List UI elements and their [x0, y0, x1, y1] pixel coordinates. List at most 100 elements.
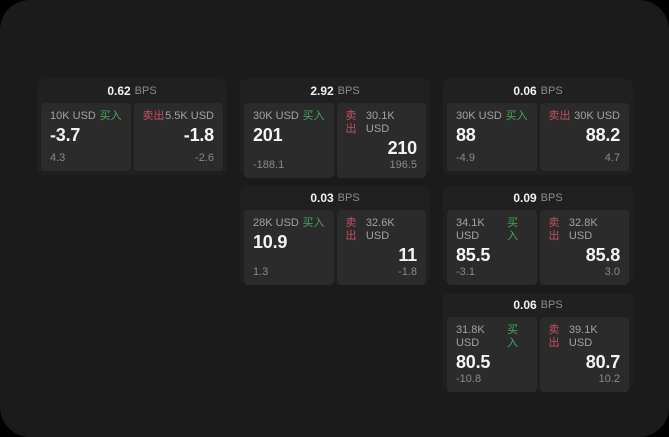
buy-side-label: 买入	[302, 217, 325, 229]
sell-sub-value: 4.7	[604, 152, 620, 164]
sell-price: 210	[387, 138, 418, 158]
bps-unit-label: BPS	[540, 85, 563, 97]
bps-value: 2.92	[310, 84, 334, 98]
buy-sub-value: -188.1	[253, 159, 285, 171]
sell-panel-header: 卖出 39.1K USD	[549, 324, 621, 350]
bps-value: 0.06	[513, 298, 537, 312]
sell-quote-panel[interactable]: 卖出 39.1K USD 80.7 10.2	[539, 317, 629, 392]
buy-side-label: 买入	[505, 110, 528, 122]
sell-amount: 39.1K USD	[568, 324, 598, 349]
sell-quote-panel[interactable]: 卖出 32.6K USD 11 -1.8	[336, 210, 426, 285]
buy-sub-value: -3.1	[456, 266, 475, 278]
bps-unit-label: BPS	[337, 192, 360, 204]
quote-panels: 34.1K USD 买入 85.5 -3.1 卖出 32.8K USD 85.8…	[443, 210, 633, 289]
sell-price: 85.8	[585, 245, 620, 265]
sell-quote-panel[interactable]: 卖出 5.5K USD -1.8 -2.6	[133, 103, 223, 171]
buy-amount: 34.1K USD	[456, 217, 485, 242]
sell-quote-panel[interactable]: 卖出 30.1K USD 210 196.5	[336, 103, 426, 178]
quote-panels: 30K USD 买入 201 -188.1 卖出 30.1K USD 210 1…	[240, 103, 430, 182]
sell-sub-value: -1.8	[398, 266, 417, 278]
buy-quote-panel[interactable]: 28K USD 买入 10.9 1.3	[244, 210, 334, 285]
quote-card: 0.62 BPS 10K USD 买入 -3.7 4.3 卖出 5.5K USD…	[37, 79, 227, 175]
bps-value: 0.03	[310, 191, 334, 205]
buy-amount: 30K USD	[456, 110, 502, 122]
buy-panel-header: 34.1K USD 买入	[456, 217, 528, 243]
buy-side-label: 买入	[507, 217, 519, 242]
sell-sub-value: 3.0	[604, 266, 620, 278]
sell-price: 88.2	[585, 125, 620, 145]
sell-price: -1.8	[183, 125, 214, 145]
sell-panel-header: 卖出 30.1K USD	[346, 110, 418, 136]
bps-unit-label: BPS	[134, 85, 157, 97]
quote-card: 0.09 BPS 34.1K USD 买入 85.5 -3.1 卖出 32.8K…	[443, 186, 633, 285]
sell-side-label: 卖出	[142, 110, 165, 122]
buy-panel-header: 30K USD 买入	[253, 110, 325, 123]
sell-side-label: 卖出	[548, 110, 571, 122]
buy-amount: 30K USD	[253, 110, 299, 122]
bps-header: 2.92 BPS	[240, 79, 430, 103]
sell-amount: 32.8K USD	[568, 217, 598, 242]
sell-price: 11	[398, 245, 417, 265]
sell-panel-header: 卖出 30K USD	[549, 110, 621, 123]
buy-side-label: 买入	[507, 324, 519, 349]
buy-price: 88	[456, 125, 476, 145]
bps-header: 0.09 BPS	[443, 186, 633, 210]
bps-header: 0.06 BPS	[443, 293, 633, 317]
sell-amount: 30K USD	[574, 110, 620, 122]
sell-side-label: 卖出	[345, 217, 357, 242]
buy-price: 201	[253, 125, 283, 145]
bps-unit-label: BPS	[540, 299, 563, 311]
buy-panel-header: 28K USD 买入	[253, 217, 325, 230]
buy-quote-panel[interactable]: 34.1K USD 买入 85.5 -3.1	[447, 210, 537, 285]
buy-sub-value: -4.9	[456, 152, 475, 164]
quote-panels: 30K USD 买入 88 -4.9 卖出 30K USD 88.2 4.7	[443, 103, 633, 175]
buy-panel-header: 10K USD 买入	[50, 110, 122, 123]
buy-price: 85.5	[456, 245, 491, 265]
sell-panel-header: 卖出 32.8K USD	[549, 217, 621, 243]
buy-quote-panel[interactable]: 31.8K USD 买入 80.5 -10.8	[447, 317, 537, 392]
buy-quote-panel[interactable]: 10K USD 买入 -3.7 4.3	[41, 103, 131, 171]
buy-price: 80.5	[456, 352, 491, 372]
buy-side-label: 买入	[99, 110, 122, 122]
sell-amount: 5.5K USD	[165, 110, 214, 122]
quote-panels: 10K USD 买入 -3.7 4.3 卖出 5.5K USD -1.8 -2.…	[37, 103, 227, 175]
sell-amount: 32.6K USD	[365, 217, 395, 242]
sell-side-label: 卖出	[548, 324, 560, 349]
buy-amount: 28K USD	[253, 217, 299, 229]
quote-card: 0.06 BPS 31.8K USD 买入 80.5 -10.8 卖出 39.1…	[443, 293, 633, 392]
sell-side-label: 卖出	[548, 217, 560, 242]
buy-panel-header: 30K USD 买入	[456, 110, 528, 123]
bps-header: 0.06 BPS	[443, 79, 633, 103]
buy-quote-panel[interactable]: 30K USD 买入 201 -188.1	[244, 103, 334, 178]
sell-side-label: 卖出	[345, 110, 357, 135]
bps-unit-label: BPS	[540, 192, 563, 204]
sell-sub-value: -2.6	[195, 152, 214, 164]
buy-sub-value: -10.8	[456, 373, 482, 385]
sell-quote-panel[interactable]: 卖出 32.8K USD 85.8 3.0	[539, 210, 629, 285]
bps-value: 0.62	[107, 84, 131, 98]
buy-sub-value: 1.3	[253, 266, 269, 278]
bps-value: 0.06	[513, 84, 537, 98]
bps-unit-label: BPS	[337, 85, 360, 97]
buy-panel-header: 31.8K USD 买入	[456, 324, 528, 350]
sell-quote-panel[interactable]: 卖出 30K USD 88.2 4.7	[539, 103, 629, 171]
quote-card: 0.03 BPS 28K USD 买入 10.9 1.3 卖出 32.6K US…	[240, 186, 430, 285]
sell-price: 80.7	[585, 352, 620, 372]
sell-sub-value: 196.5	[389, 159, 417, 171]
bps-value: 0.09	[513, 191, 537, 205]
buy-amount: 31.8K USD	[456, 324, 485, 349]
quote-card: 2.92 BPS 30K USD 买入 201 -188.1 卖出 30.1K …	[240, 79, 430, 178]
buy-amount: 10K USD	[50, 110, 96, 122]
buy-sub-value: 4.3	[50, 152, 66, 164]
buy-side-label: 买入	[302, 110, 325, 122]
sell-panel-header: 卖出 5.5K USD	[143, 110, 215, 123]
buy-price: -3.7	[50, 125, 81, 145]
bps-header: 0.03 BPS	[240, 186, 430, 210]
buy-price: 10.9	[253, 232, 288, 252]
quote-panels: 28K USD 买入 10.9 1.3 卖出 32.6K USD 11 -1.8	[240, 210, 430, 289]
sell-panel-header: 卖出 32.6K USD	[346, 217, 418, 243]
buy-quote-panel[interactable]: 30K USD 买入 88 -4.9	[447, 103, 537, 171]
quote-panels: 31.8K USD 买入 80.5 -10.8 卖出 39.1K USD 80.…	[443, 317, 633, 396]
quote-card: 0.06 BPS 30K USD 买入 88 -4.9 卖出 30K USD 8…	[443, 79, 633, 175]
